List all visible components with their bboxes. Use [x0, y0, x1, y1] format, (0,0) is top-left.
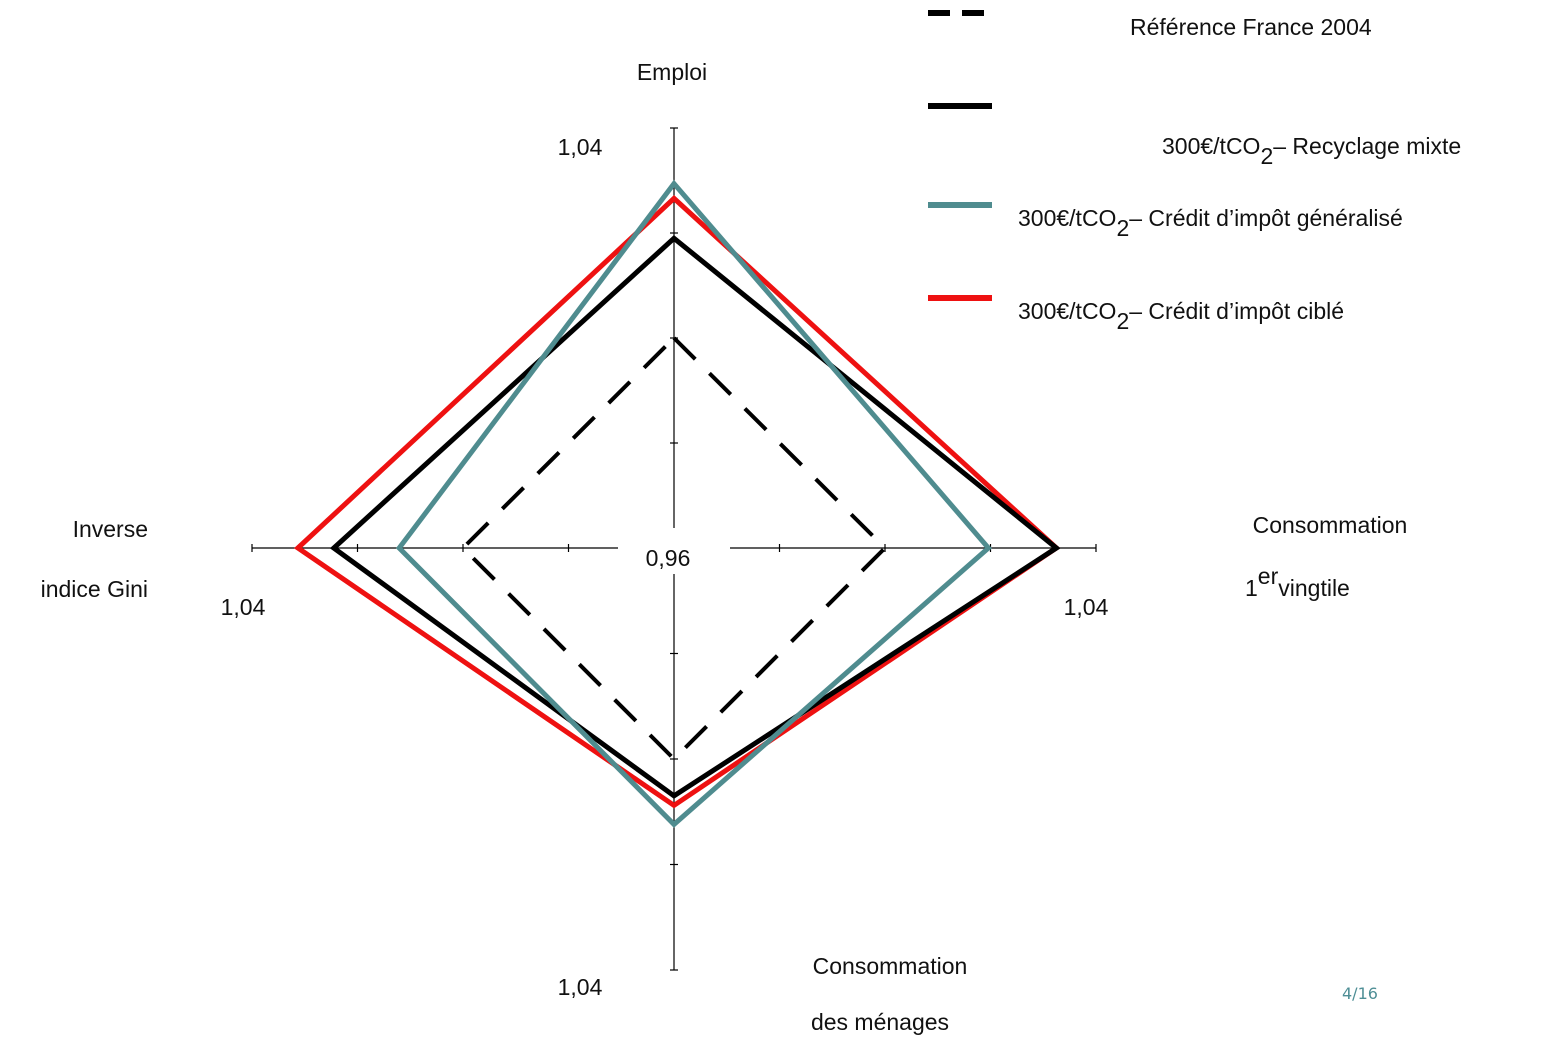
legend-label-mixte: 300€/tCO2– Recyclage mixte	[1162, 133, 1461, 169]
axis-title-emploi: Emploi	[637, 59, 707, 85]
axis-subtitle-gini: indice Gini	[41, 576, 148, 602]
axis-title-consommation-menages: Consommation	[813, 953, 968, 979]
legend-label-generalise: 300€/tCO2– Crédit d’impôt généralisé	[1018, 205, 1403, 241]
tick-label-consommation-vingtile: 1,04	[1064, 594, 1109, 620]
legend-cible-part-1: 300€/tCO	[1018, 298, 1116, 324]
tick-label-emploi: 1,04	[558, 134, 603, 160]
axis-sub-number: 1	[1245, 575, 1258, 601]
tick-label-gini: 1,04	[221, 594, 266, 620]
axis-labels: Emploi 1,04 Consommation 1ervingtile 1,0…	[41, 59, 1408, 1035]
legend-cible-part-2: – Crédit d’impôt ciblé	[1129, 298, 1344, 324]
series-line-generalise	[395, 179, 992, 828]
legend-mixte-part-1: 300€/tCO	[1162, 133, 1260, 159]
legend-generalise-part-1: 300€/tCO	[1018, 205, 1116, 231]
series-line-mixte	[329, 235, 1061, 799]
axis-sub-superscript: er	[1258, 563, 1279, 589]
legend-generalise-subscript: 2	[1116, 215, 1129, 241]
legend-mixte-part-2: – Recyclage mixte	[1273, 133, 1461, 159]
axis-subtitle-consommation-menages: des ménages	[811, 1009, 949, 1035]
tick-label-consommation-menages: 1,04	[558, 974, 603, 1000]
legend-mixte-subscript: 2	[1260, 143, 1273, 169]
legend-cible-subscript: 2	[1116, 308, 1129, 334]
series-line-cible	[293, 194, 1061, 809]
series-lines	[293, 179, 1061, 828]
legend: Référence France 2004 300€/tCO2– Recycla…	[928, 10, 1461, 334]
legend-label-cible: 300€/tCO2– Crédit d’impôt ciblé	[1018, 298, 1344, 334]
axis-title-gini: Inverse	[73, 516, 148, 542]
center-label-background	[618, 528, 730, 574]
axis-subtitle-consommation-vingtile: 1ervingtile	[1245, 563, 1350, 601]
axis-title-consommation-vingtile: Consommation	[1253, 512, 1408, 538]
axis-sub-word: vingtile	[1278, 575, 1350, 601]
page-number: 4/16	[1342, 984, 1378, 1003]
center-label: 0,96	[646, 545, 691, 571]
legend-generalise-part-2: – Crédit d’impôt généralisé	[1129, 205, 1403, 231]
legend-label-reference: Référence France 2004	[1130, 14, 1372, 40]
